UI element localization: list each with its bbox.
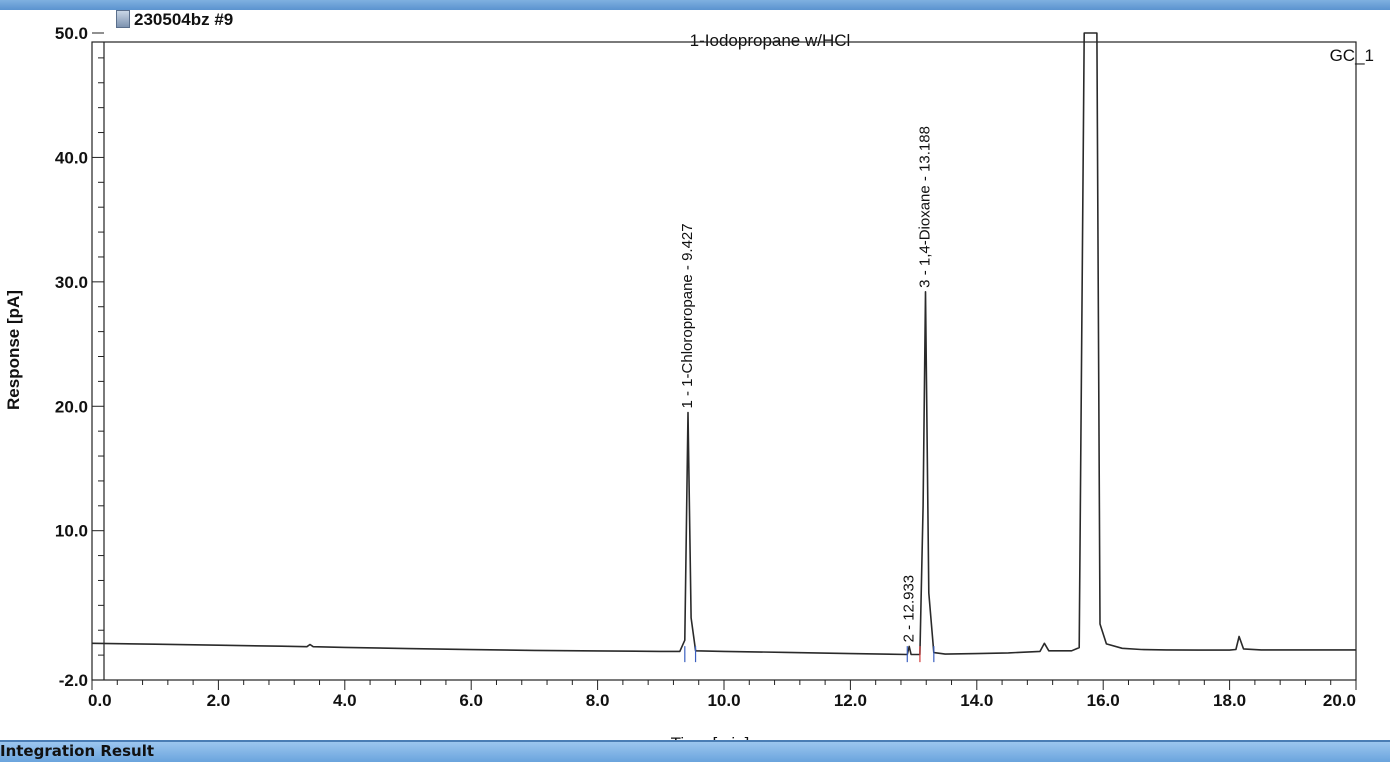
plot-frame: [91, 41, 1357, 681]
x-tick-label: 2.0: [207, 691, 231, 710]
x-tick-label: 10.0: [707, 691, 740, 710]
y-tick-label: -2.0: [59, 671, 88, 690]
x-tick-label: 8.0: [586, 691, 610, 710]
x-tick-label: 4.0: [333, 691, 357, 710]
y-tick-label: 20.0: [55, 397, 88, 416]
x-tick-label: 18.0: [1213, 691, 1246, 710]
integration-panel-header[interactable]: [0, 740, 1390, 762]
y-tick-label: 50.0: [55, 24, 88, 43]
x-tick-label: 6.0: [459, 691, 483, 710]
x-tick-label: 14.0: [960, 691, 993, 710]
x-tick-label: 0.0: [88, 691, 112, 710]
sample-name: 230504bz #9: [134, 10, 234, 29]
y-tick-label: 10.0: [55, 522, 88, 541]
y-axis-label: Response [pA]: [4, 290, 23, 410]
document-icon: [116, 10, 130, 28]
x-tick-label: 16.0: [1087, 691, 1120, 710]
integration-panel-title: Integration Result: [0, 742, 155, 760]
peak-label: 3 - 1,4-Dioxane - 13.188: [916, 126, 933, 288]
peak-label: 2 - 12.933: [900, 575, 917, 643]
y-tick-label: 30.0: [55, 273, 88, 292]
chart-title: 1-Iodopropane w/HCl: [689, 31, 851, 50]
peak-label: 1 - 1-Chloropropane - 9.427: [679, 223, 696, 408]
chromatogram-trace: [91, 32, 1356, 656]
x-tick-label: 12.0: [834, 691, 867, 710]
x-tick-label: 20.0: [1323, 691, 1356, 710]
y-tick-label: 40.0: [55, 148, 88, 167]
title-bar-strip: [0, 0, 1390, 10]
channel-label: GC_1: [1329, 46, 1374, 65]
